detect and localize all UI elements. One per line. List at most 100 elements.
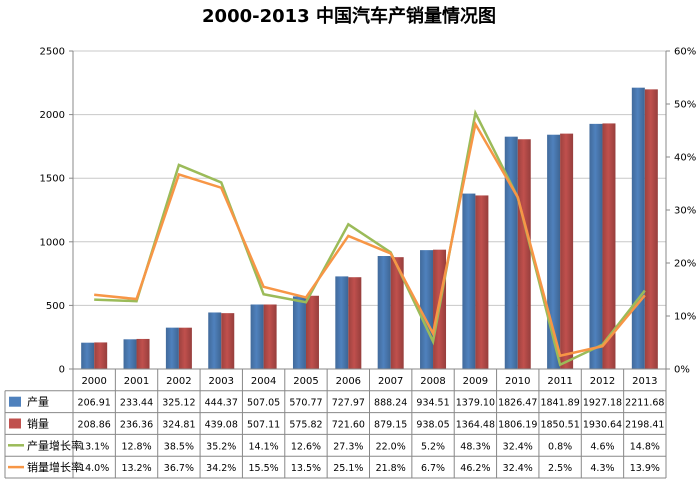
- bar-production: [123, 339, 137, 369]
- bar-production: [589, 123, 603, 369]
- bar-sales: [178, 327, 192, 369]
- data-label: 1927.18: [583, 398, 622, 409]
- x-tick-label: 2013: [632, 376, 657, 387]
- bar-production: [250, 304, 264, 369]
- data-label: 721.60: [332, 420, 365, 431]
- y-right-tick-label: 50%: [674, 100, 696, 111]
- data-label: 5.2%: [421, 441, 445, 452]
- data-label: 325.12: [162, 398, 195, 409]
- data-label: 14.0%: [79, 463, 109, 474]
- bar-production: [631, 87, 645, 369]
- data-label: 879.15: [374, 420, 407, 431]
- data-label: 208.86: [78, 420, 111, 431]
- y-left-tick-label: 2000: [40, 110, 65, 121]
- data-label: 1806.19: [498, 420, 537, 431]
- data-label: 15.5%: [249, 463, 279, 474]
- data-label: 22.0%: [376, 441, 406, 452]
- bar-production: [81, 342, 95, 369]
- data-label: 206.91: [78, 398, 111, 409]
- y-left-tick-label: 0: [59, 365, 65, 376]
- data-label: 46.2%: [460, 463, 490, 474]
- data-label: 13.1%: [79, 441, 109, 452]
- data-label: 2211.68: [625, 398, 664, 409]
- bar-production: [547, 134, 561, 369]
- x-tick-label: 2001: [124, 376, 149, 387]
- y-left-tick-label: 1500: [40, 174, 65, 185]
- bar-production: [377, 256, 391, 369]
- data-label: 938.05: [416, 420, 449, 431]
- data-label: 1364.48: [456, 420, 495, 431]
- y-right-tick-label: 10%: [674, 312, 696, 323]
- data-label: 14.8%: [630, 441, 660, 452]
- x-tick-label: 2002: [166, 376, 191, 387]
- data-label: 1379.10: [456, 398, 495, 409]
- data-label: 439.08: [205, 420, 238, 431]
- line-sales-growth: [94, 120, 646, 358]
- bar-production: [292, 296, 306, 369]
- data-label: 2.5%: [548, 463, 572, 474]
- chart-title: 2000-2013 中国汽车产销量情况图: [202, 5, 496, 27]
- data-label: 27.3%: [333, 441, 363, 452]
- data-label: 13.2%: [121, 463, 151, 474]
- y-right-tick-label: 30%: [674, 206, 696, 217]
- y-left-tick-label: 2500: [40, 47, 65, 58]
- bar-sales: [560, 133, 574, 369]
- y-right-tick-label: 20%: [674, 259, 696, 270]
- legend-swatch: [9, 418, 21, 429]
- data-label: 507.05: [247, 398, 280, 409]
- data-label: 13.9%: [630, 463, 660, 474]
- data-label: 888.24: [374, 398, 407, 409]
- data-label: 727.97: [332, 398, 365, 409]
- bar-sales: [517, 139, 531, 369]
- data-label: 934.51: [416, 398, 449, 409]
- data-label: 34.2%: [206, 463, 236, 474]
- data-label: 4.3%: [590, 463, 614, 474]
- data-label: 6.7%: [421, 463, 445, 474]
- bar-sales: [602, 123, 616, 369]
- legend-label: 销量: [27, 417, 49, 431]
- data-label: 32.4%: [503, 441, 533, 452]
- y-right-tick-label: 40%: [674, 153, 696, 164]
- data-label: 48.3%: [460, 441, 490, 452]
- data-label: 13.5%: [291, 463, 321, 474]
- bar-sales: [221, 313, 235, 369]
- legend-label: 产量增长率: [27, 438, 82, 452]
- bar-production: [420, 250, 434, 369]
- x-tick-label: 2000: [81, 376, 106, 387]
- data-label: 233.44: [120, 398, 153, 409]
- legend-label: 销量增长率: [27, 460, 82, 474]
- x-tick-label: 2005: [293, 376, 318, 387]
- bar-sales: [94, 342, 108, 369]
- data-label: 12.6%: [291, 441, 321, 452]
- x-tick-label: 2004: [251, 376, 276, 387]
- data-label: 570.77: [289, 398, 322, 409]
- legend-swatch: [9, 396, 21, 407]
- x-tick-label: 2012: [590, 376, 615, 387]
- data-label: 0.8%: [548, 441, 572, 452]
- data-label: 4.6%: [590, 441, 614, 452]
- data-label: 1850.51: [540, 420, 579, 431]
- data-label: 12.8%: [121, 441, 151, 452]
- bar-sales: [348, 277, 362, 369]
- data-label: 236.36: [120, 420, 153, 431]
- bar-sales: [305, 295, 319, 369]
- data-label: 2198.41: [625, 420, 664, 431]
- data-label: 507.11: [247, 420, 280, 431]
- bar-production: [335, 276, 349, 369]
- data-label: 1826.47: [498, 398, 537, 409]
- x-tick-label: 2009: [463, 376, 488, 387]
- data-label: 25.1%: [333, 463, 363, 474]
- x-tick-label: 2011: [547, 376, 572, 387]
- data-label: 38.5%: [164, 441, 194, 452]
- data-label: 14.1%: [249, 441, 279, 452]
- bar-sales: [136, 338, 150, 369]
- data-label: 1930.64: [583, 420, 622, 431]
- data-label: 1841.89: [540, 398, 579, 409]
- data-label: 324.81: [162, 420, 195, 431]
- line-production-growth: [94, 109, 646, 367]
- bar-production: [504, 136, 518, 369]
- bar-production: [462, 193, 476, 369]
- bar-production: [165, 327, 179, 369]
